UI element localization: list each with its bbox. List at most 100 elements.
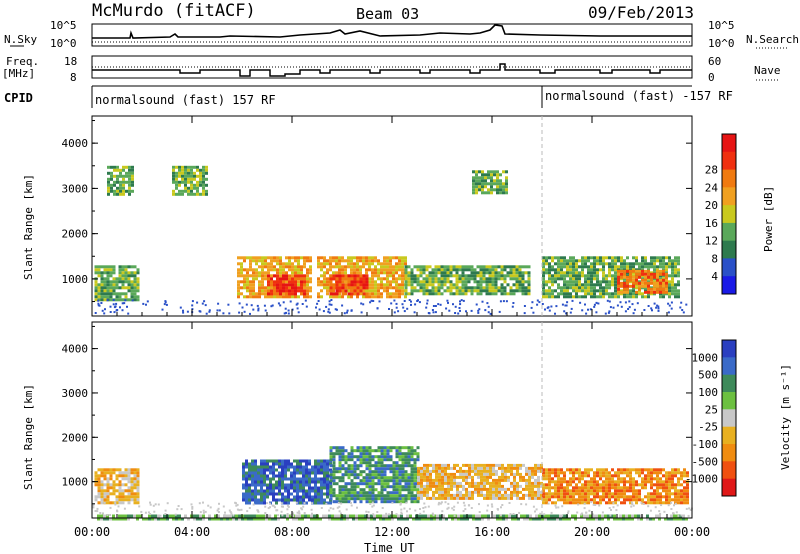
- heatmap-cell: [605, 274, 608, 278]
- heatmap-cell: [659, 501, 662, 505]
- heatmap-cell: [341, 274, 345, 278]
- heatmap-cell: [531, 490, 534, 494]
- heatmap-cell: [665, 498, 668, 502]
- heatmap-cell: [423, 466, 426, 470]
- heatmap-cell: [314, 492, 317, 496]
- heatmap-cell: [320, 498, 323, 502]
- heatmap-cell: [350, 497, 354, 501]
- heatmap-cell: [350, 286, 354, 290]
- heatmap-cell: [498, 496, 501, 500]
- heatmap-cell: [251, 474, 254, 478]
- heatmap-cell: [602, 289, 605, 293]
- heatmap-cell: [371, 501, 374, 504]
- heatmap-cell: [242, 477, 245, 481]
- heatmap-cell: [605, 483, 608, 487]
- heatmap-cell: [575, 286, 578, 290]
- heatmap-cell: [124, 517, 127, 521]
- heatmap-cell: [399, 503, 402, 506]
- heatmap-cell: [410, 464, 414, 468]
- heatmap-cell: [470, 286, 474, 290]
- heatmap-cell: [175, 183, 178, 187]
- heatmap-cell: [662, 468, 665, 472]
- heatmap-cell: [100, 498, 104, 502]
- heatmap-cell: [275, 509, 278, 512]
- heatmap-cell: [272, 477, 275, 481]
- heatmap-cell: [496, 185, 499, 189]
- heatmap-cell: [611, 259, 614, 263]
- heatmap-cell: [118, 268, 122, 272]
- heatmap-cell: [413, 488, 417, 492]
- heatmap-cell: [350, 292, 354, 296]
- heatmap-cell: [398, 259, 401, 263]
- heatmap-cell: [486, 509, 489, 512]
- heatmap-cell: [303, 283, 306, 287]
- heatmap-cell: [281, 462, 284, 466]
- heatmap-cell: [488, 289, 492, 293]
- heatmap-cell: [356, 455, 360, 459]
- heatmap-cell: [323, 265, 326, 269]
- heatmap-cell: [335, 470, 339, 474]
- heatmap-cell: [542, 495, 545, 499]
- heatmap-cell: [127, 468, 131, 472]
- heatmap-cell: [581, 501, 584, 505]
- heatmap-cell: [202, 511, 205, 514]
- heatmap-cell: [202, 174, 205, 178]
- heatmap-cell: [610, 514, 613, 518]
- heatmap-cell: [542, 262, 545, 266]
- heatmap-cell: [131, 183, 134, 187]
- heatmap-cell: [131, 180, 134, 184]
- heatmap-cell: [477, 484, 480, 488]
- heatmap-cell: [138, 505, 141, 508]
- heatmap-cell: [300, 283, 303, 287]
- heatmap-cell: [659, 284, 662, 288]
- heatmap-cell: [251, 459, 254, 463]
- heatmap-cell: [638, 495, 641, 499]
- heatmap-cell: [383, 473, 387, 477]
- heatmap-cell: [662, 259, 665, 263]
- heatmap-cell: [112, 486, 116, 490]
- heatmap-cell: [389, 479, 393, 483]
- heatmap-cell: [530, 306, 533, 309]
- heatmap-cell: [467, 289, 471, 293]
- heatmap-cell: [276, 268, 279, 272]
- heatmap-cell: [489, 312, 492, 315]
- freq-tick-bottom: 8: [70, 71, 77, 84]
- heatmap-cell: [647, 281, 650, 285]
- heatmap-cell: [596, 274, 599, 278]
- heatmap-cell: [373, 514, 376, 518]
- heatmap-cell: [677, 271, 680, 275]
- colorbar-segment: [722, 169, 736, 188]
- heatmap-cell: [184, 177, 187, 181]
- heatmap-cell: [444, 466, 447, 470]
- heatmap-cell: [674, 495, 677, 499]
- heatmap-cell: [554, 274, 557, 278]
- heatmap-cell: [380, 283, 383, 287]
- heatmap-cell: [671, 268, 674, 272]
- heatmap-cell: [468, 466, 471, 470]
- heatmap-cell: [131, 171, 134, 175]
- heatmap-cell: [496, 170, 499, 174]
- heatmap-cell: [287, 459, 290, 463]
- heatmap-cell: [296, 477, 299, 481]
- heatmap-cell: [512, 289, 516, 293]
- heatmap-cell: [437, 503, 440, 506]
- heatmap-cell: [362, 479, 366, 483]
- heatmap-cell: [637, 514, 640, 518]
- heatmap-cell: [230, 512, 233, 515]
- heatmap-cell: [112, 289, 116, 293]
- heatmap-cell: [369, 503, 372, 505]
- heatmap-cell: [286, 517, 289, 521]
- heatmap-cell: [500, 283, 504, 287]
- heatmap-cell: [458, 307, 461, 309]
- heatmap-cell: [611, 265, 614, 269]
- heatmap-cell: [572, 268, 575, 272]
- heatmap-cell: [551, 295, 554, 299]
- heatmap-cell: [205, 189, 208, 193]
- heatmap-cell: [569, 480, 572, 484]
- colorbar-tick-label: 8: [711, 252, 718, 265]
- heatmap-cell: [359, 277, 363, 281]
- heatmap-cell: [602, 280, 605, 284]
- heatmap-cell: [386, 482, 390, 486]
- heatmap-cell: [127, 495, 131, 499]
